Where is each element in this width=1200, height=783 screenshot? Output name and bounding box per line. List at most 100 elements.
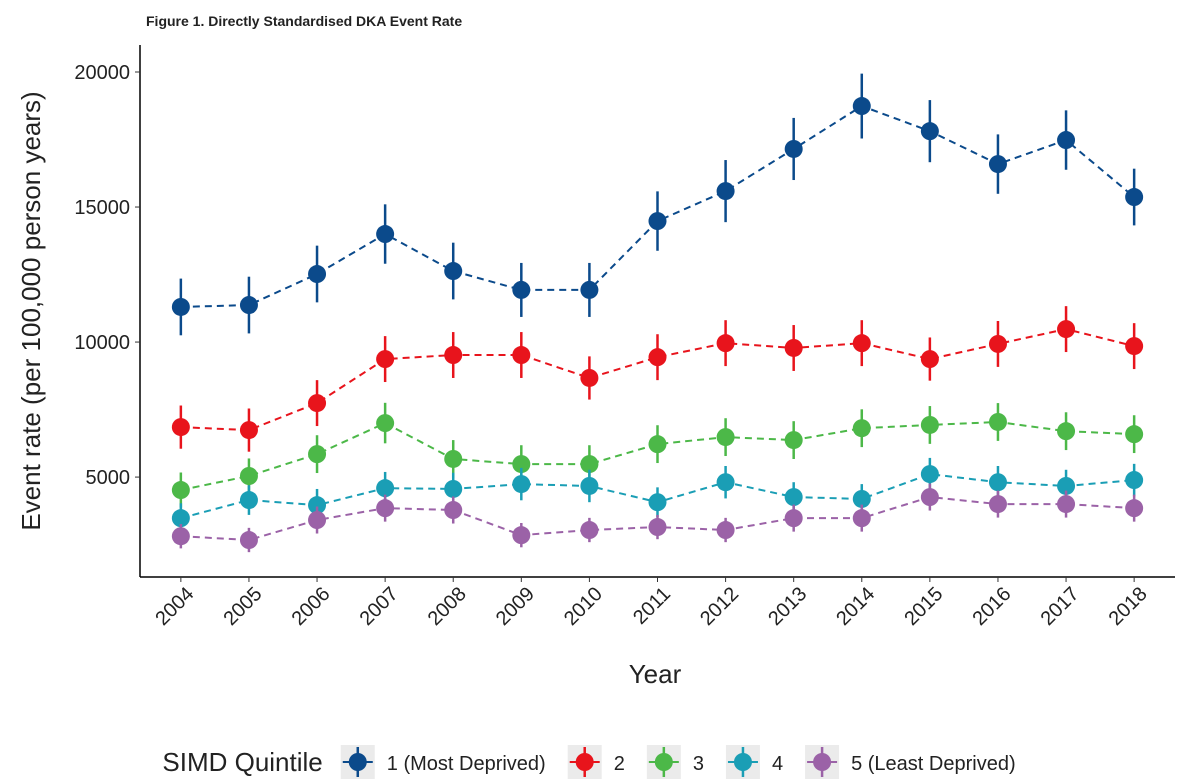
chart-title: Figure 1. Directly Standardised DKA Even… bbox=[146, 13, 462, 29]
point bbox=[1125, 188, 1144, 207]
point bbox=[920, 122, 939, 141]
point bbox=[512, 526, 531, 545]
point bbox=[920, 415, 939, 434]
x-tick-label: 2018 bbox=[1105, 583, 1152, 630]
x-tick-label: 2017 bbox=[1037, 583, 1084, 630]
x-tick-label: 2009 bbox=[492, 583, 539, 630]
point bbox=[1057, 131, 1076, 150]
point bbox=[852, 97, 871, 116]
point bbox=[648, 435, 667, 454]
point bbox=[444, 262, 463, 281]
point bbox=[512, 346, 531, 365]
legend-label: 1 (Most Deprived) bbox=[387, 753, 546, 775]
legend-key-point bbox=[654, 753, 673, 771]
legend-key-point bbox=[813, 753, 832, 771]
point bbox=[716, 182, 735, 201]
point bbox=[580, 476, 599, 495]
y-tick-label: 5000 bbox=[86, 467, 131, 489]
point bbox=[580, 521, 599, 540]
legend-key-point bbox=[733, 753, 752, 771]
y-tick-label: 20000 bbox=[74, 62, 130, 84]
point bbox=[512, 475, 531, 494]
point bbox=[648, 212, 667, 231]
point bbox=[648, 518, 667, 537]
point bbox=[648, 348, 667, 367]
point bbox=[852, 509, 871, 528]
point bbox=[716, 334, 735, 353]
point bbox=[1057, 476, 1076, 495]
x-axis-label: Year bbox=[629, 659, 682, 689]
point bbox=[1057, 422, 1076, 441]
point bbox=[1125, 471, 1144, 490]
x-tick-label: 2007 bbox=[356, 583, 403, 630]
point bbox=[784, 509, 803, 528]
point bbox=[444, 501, 463, 520]
point bbox=[988, 155, 1007, 174]
point bbox=[784, 431, 803, 450]
point bbox=[171, 297, 190, 316]
point bbox=[512, 455, 531, 474]
legend-label: 2 bbox=[614, 753, 625, 775]
point bbox=[920, 465, 939, 484]
point bbox=[852, 334, 871, 353]
y-axis-label: Event rate (per 100,000 person years) bbox=[16, 91, 46, 530]
series-line bbox=[180, 328, 1135, 432]
point bbox=[988, 334, 1007, 353]
x-tick-label: 2015 bbox=[900, 583, 947, 630]
point bbox=[239, 421, 258, 440]
series-line bbox=[180, 420, 1135, 492]
x-tick-label: 2012 bbox=[696, 583, 743, 630]
point bbox=[580, 455, 599, 474]
legend-key-point bbox=[575, 753, 594, 771]
point bbox=[444, 479, 463, 498]
point bbox=[580, 368, 599, 387]
point bbox=[308, 394, 327, 413]
point bbox=[784, 338, 803, 357]
point bbox=[308, 496, 327, 515]
point bbox=[920, 350, 939, 369]
point bbox=[239, 491, 258, 510]
x-tick-label: 2013 bbox=[764, 583, 811, 630]
point bbox=[171, 509, 190, 528]
x-tick-label: 2016 bbox=[968, 583, 1015, 630]
point bbox=[1057, 320, 1076, 339]
point bbox=[308, 445, 327, 464]
point bbox=[376, 350, 395, 369]
point bbox=[444, 449, 463, 468]
point bbox=[852, 489, 871, 508]
point bbox=[239, 467, 258, 486]
legend-item: 5 (Least Deprived) bbox=[805, 745, 1016, 779]
point bbox=[920, 488, 939, 507]
legend-item: 2 bbox=[567, 745, 625, 779]
x-tick-label: 2011 bbox=[629, 583, 675, 629]
point bbox=[376, 479, 395, 498]
legend-title: SIMD Quintile bbox=[162, 747, 322, 777]
point bbox=[648, 493, 667, 512]
point bbox=[852, 419, 871, 438]
x-tick-label: 2010 bbox=[560, 583, 607, 630]
point bbox=[1125, 337, 1144, 356]
point bbox=[376, 225, 395, 244]
point bbox=[376, 414, 395, 433]
x-tick-label: 2008 bbox=[424, 583, 471, 630]
point bbox=[308, 265, 327, 284]
point bbox=[239, 531, 258, 550]
point bbox=[171, 527, 190, 546]
legend-key-point bbox=[348, 753, 367, 771]
point bbox=[716, 521, 735, 540]
point bbox=[239, 296, 258, 315]
x-tick-label: 2005 bbox=[219, 583, 266, 630]
series-line bbox=[180, 104, 1135, 308]
point bbox=[988, 473, 1007, 492]
point bbox=[580, 280, 599, 299]
y-tick-label: 15000 bbox=[74, 197, 130, 219]
point bbox=[716, 473, 735, 492]
point bbox=[1125, 425, 1144, 444]
point bbox=[716, 428, 735, 447]
point bbox=[444, 346, 463, 365]
legend-item: 4 bbox=[725, 745, 783, 779]
point bbox=[784, 139, 803, 158]
point bbox=[512, 280, 531, 299]
legend-item: 3 bbox=[646, 745, 704, 779]
